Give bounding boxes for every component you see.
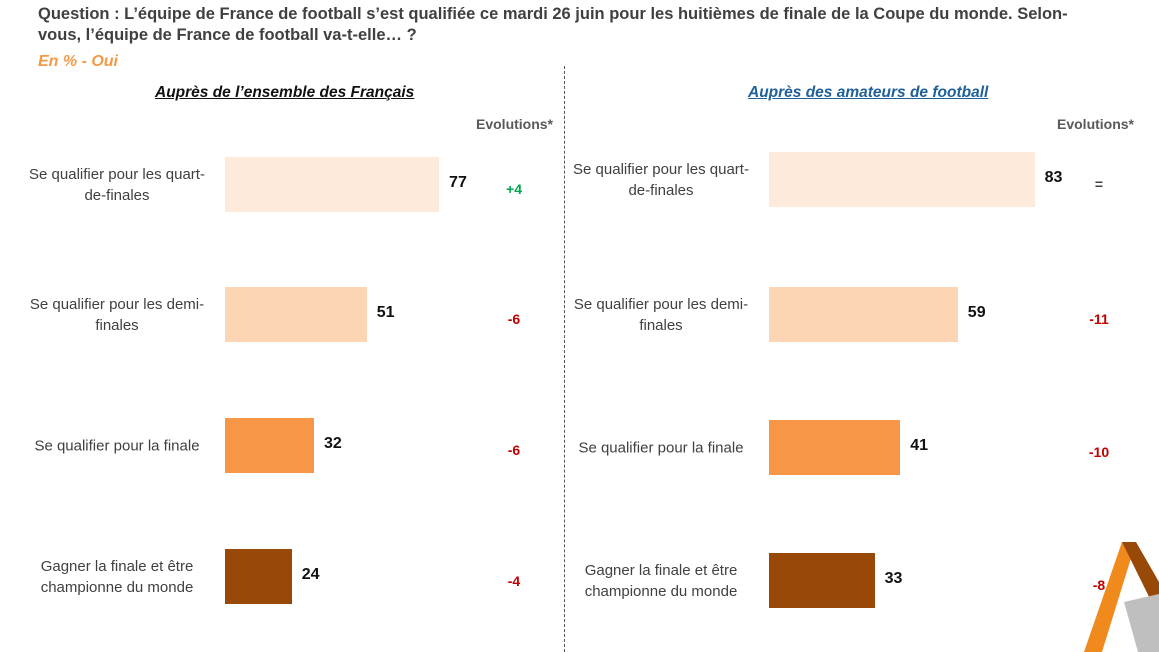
evolution-right-0: = [1094,175,1104,192]
category-label-line: de-finales [628,181,694,199]
category-label-right-1: Se qualifier pour les demi-finales [561,294,761,336]
category-label-right-3: Gagner la finale et être championne du mo… [561,560,761,602]
category-label-line: finales [95,316,139,334]
category-label-line: finales [639,316,683,334]
bar-right-3 [769,553,875,608]
category-label-line: Se qualifier pour la finale [578,439,744,456]
evolutions-header-right: Evolutions* [1057,116,1135,132]
evolution-left-3: -4 [507,572,521,589]
evolution-right-3: -8 [1092,576,1106,593]
bar-left-1 [225,287,367,342]
bar-left-0 [225,157,440,212]
subtitle: En % - Oui [38,53,118,70]
brand-logo-icon [1084,542,1159,652]
category-label-line: de-finales [84,186,150,204]
value-label-right-1: 59 [967,303,986,321]
value-label-right-2: 41 [910,436,928,454]
category-label-line: Gagner la finale et être [584,561,738,579]
value-label-left-0: 77 [449,173,467,191]
category-label-line: championne du monde [40,578,194,596]
category-label-left-3: Gagner la finale et être championne du mo… [17,556,217,598]
value-label-right-0: 83 [1044,168,1063,186]
category-label-line: Gagner la finale et être [40,557,194,575]
bar-right-1 [769,287,958,342]
bar-right-0 [769,152,1035,207]
value-label-left-2: 32 [323,434,342,452]
category-label-left-2: Se qualifier pour la finale [17,435,217,456]
category-label-right-0: Se qualifier pour les quart-de-finales [561,159,761,201]
evolution-left-1: -6 [507,310,521,327]
category-label-line: Se qualifier pour les quart- [29,165,205,183]
category-label-line: Se qualifier pour les quart- [573,160,749,178]
category-label-left-0: Se qualifier pour les quart-de-finales [17,164,217,206]
category-label-line: Se qualifier pour la finale [34,437,200,454]
category-label-line: Se qualifier pour les demi- [29,295,205,313]
chart-title-right: Auprès des amateurs de football [748,84,989,101]
category-label-line: Se qualifier pour les demi- [573,295,749,313]
question-text: Question : L’équipe de France de footbal… [38,5,1068,44]
evolutions-header-left: Evolutions* [476,116,554,132]
evolution-right-2: -10 [1088,443,1110,460]
evolution-right-1: -11 [1089,310,1109,327]
category-label-left-1: Se qualifier pour les demi-finales [17,294,217,336]
panel-divider [564,66,565,652]
bar-left-2 [225,418,314,473]
evolution-left-2: -6 [507,441,521,458]
chart-title-left: Auprès de l’ensemble des Français [155,84,415,101]
evolution-left-0: +4 [506,180,522,197]
value-label-left-3: 24 [301,565,320,583]
category-label-right-2: Se qualifier pour la finale [561,437,761,458]
value-label-right-3: 33 [884,569,903,587]
value-label-left-1: 51 [376,303,395,321]
bar-left-3 [225,549,292,604]
bar-right-2 [769,420,901,475]
category-label-line: championne du monde [584,582,738,600]
